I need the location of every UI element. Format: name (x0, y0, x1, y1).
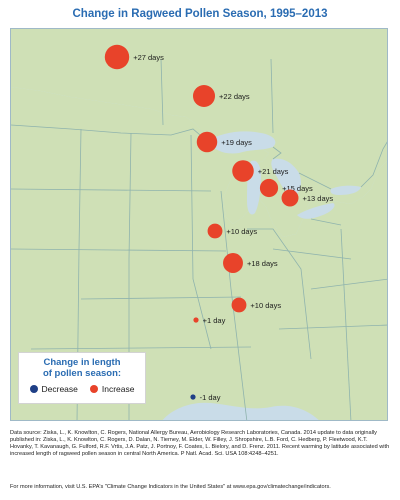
site-marker (259, 178, 279, 198)
land-area-south (11, 87, 387, 420)
site-label: +22 days (219, 92, 250, 101)
site-label: +18 days (247, 259, 278, 268)
site-marker (104, 44, 130, 70)
site-marker (192, 84, 216, 108)
legend-decrease-label: Decrease (41, 384, 78, 394)
site-markers: +27 days +22 days +19 days +21 days +15 days… (104, 44, 333, 402)
legend-entries: Decrease Increase (19, 384, 145, 394)
site-label: -1 day (200, 393, 221, 402)
site-label: +10 days (250, 301, 281, 310)
legend-title: Change in length of pollen season: (19, 357, 145, 379)
lake-ontario (330, 185, 361, 195)
legend-title-line2: of pollen season: (42, 368, 122, 379)
legend-increase-label: Increase (101, 384, 135, 394)
site-label: +15 days (282, 184, 313, 193)
site-marker (196, 131, 218, 153)
legend-increase: Increase (89, 384, 135, 394)
decrease-dot-icon (29, 385, 38, 393)
site-marker (193, 317, 199, 323)
site-label: +21 days (258, 167, 289, 176)
legend: Change in length of pollen season: Decre… (18, 352, 146, 404)
lake-huron (271, 158, 301, 197)
site-marker (207, 223, 223, 239)
site-label: +27 days (133, 53, 164, 62)
legend-decrease: Decrease (29, 384, 78, 394)
site-marker (223, 253, 243, 273)
footer-note: For more information, visit U.S. EPA's "… (10, 484, 331, 490)
legend-title-line1: Change in length (43, 357, 121, 368)
site-marker (231, 297, 247, 313)
data-source-note: Data source: Ziska, L., K. Knowlton, C. … (10, 430, 390, 458)
map-title: Change in Ragweed Pollen Season, 1995–20… (72, 8, 328, 20)
lake-superior (207, 131, 276, 154)
site-marker (232, 160, 254, 182)
increase-dot-icon (89, 385, 98, 393)
site-label: +19 days (221, 138, 252, 147)
site-label: +13 days (302, 194, 333, 203)
site-label: +1 day (203, 316, 226, 325)
site-marker (281, 189, 299, 207)
site-label: +10 days (226, 227, 257, 236)
site-marker (190, 394, 196, 400)
gulf-of-mexico (162, 402, 319, 420)
lake-erie (297, 203, 335, 219)
